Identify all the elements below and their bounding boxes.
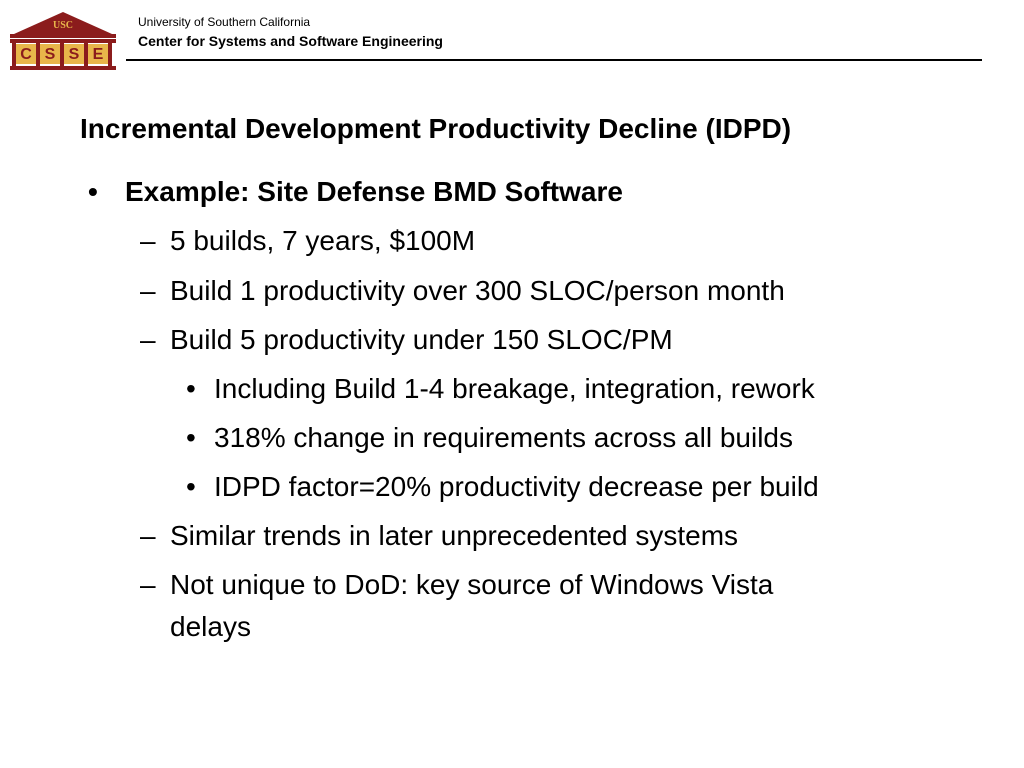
center-name: Center for Systems and Software Engineer… xyxy=(138,33,443,49)
bullet-text: 5 builds, 7 years, $100M xyxy=(170,225,476,256)
bullet-text: Similar trends in later unprecedented sy… xyxy=(170,520,739,551)
bullet-marker: • xyxy=(186,471,196,502)
university-name: University of Southern California xyxy=(138,15,311,29)
bullet-text: Not unique to DoD: key source of Windows… xyxy=(170,569,774,600)
bullet-marker: – xyxy=(140,520,156,551)
bullet-marker: – xyxy=(140,225,156,256)
bullet-marker: • xyxy=(186,373,196,404)
bullet-text: Build 5 productivity under 150 SLOC/PM xyxy=(170,324,673,355)
bullet-text: 318% change in requirements across all b… xyxy=(214,422,793,453)
logo-letter-e: E xyxy=(93,46,104,63)
csse-logo: USC C S S E xyxy=(10,12,116,70)
bullet-marker: • xyxy=(186,422,196,453)
bullet-marker: • xyxy=(88,176,98,207)
header-divider xyxy=(126,59,982,61)
bullet-marker: – xyxy=(140,569,156,600)
bullet-text: Build 1 productivity over 300 SLOC/perso… xyxy=(170,275,785,306)
bullet-text: IDPD factor=20% productivity decrease pe… xyxy=(214,471,819,502)
slide-title: Incremental Development Productivity Dec… xyxy=(80,113,792,144)
logo-top-text: USC xyxy=(53,20,73,31)
bullet-marker: – xyxy=(140,324,156,355)
bullet-text: Example: Site Defense BMD Software xyxy=(125,176,623,207)
bullet-continuation: delays xyxy=(170,611,251,642)
bullet-marker: – xyxy=(140,275,156,306)
logo-letter-c: C xyxy=(20,46,32,63)
logo-letter-s-1: S xyxy=(45,46,56,63)
logo-letter-s-2: S xyxy=(69,46,80,63)
bullet-text: Including Build 1-4 breakage, integratio… xyxy=(214,373,815,404)
